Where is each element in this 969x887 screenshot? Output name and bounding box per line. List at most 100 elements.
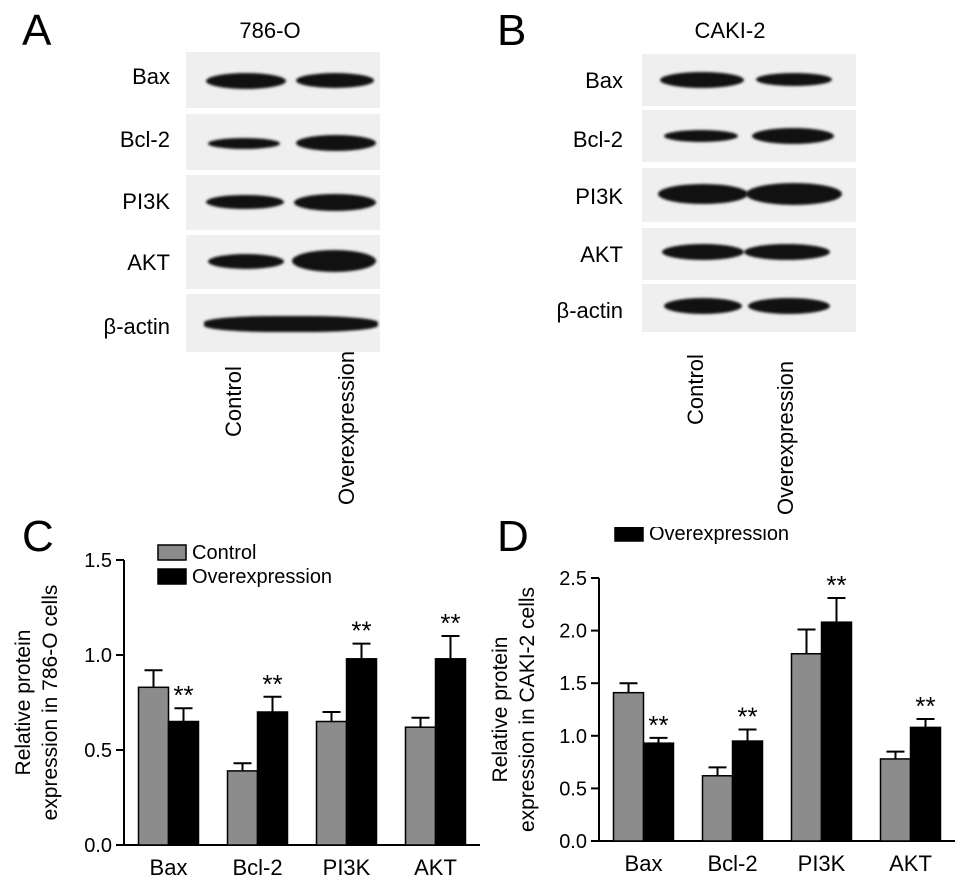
band-control — [206, 195, 284, 209]
band-overexpression — [748, 298, 830, 314]
blot-strip-pi3k — [186, 175, 380, 230]
bar-overexpression — [345, 658, 378, 846]
y-tick-label: 0.5 — [559, 778, 587, 800]
bar-control — [790, 652, 823, 842]
bar-control — [612, 691, 645, 842]
panel-letter-d: D — [497, 512, 529, 561]
legend-label: Control — [192, 542, 256, 564]
band-overexpression — [746, 183, 842, 205]
x-tick-label: Bcl-2 — [232, 855, 282, 880]
blot-strip-bcl2 — [186, 114, 380, 170]
legend-label: Overexpression — [192, 566, 332, 588]
bar-overexpression — [731, 740, 764, 842]
significance-marker: ** — [440, 608, 460, 638]
band-overexpression — [292, 250, 376, 272]
bar-overexpression — [434, 658, 467, 846]
band-label-beta-actin: β-actin — [556, 298, 623, 323]
y-tick-label: 2.0 — [559, 621, 587, 643]
y-axis-label: Relative protein — [489, 637, 512, 783]
y-axis-label: Relative protein — [12, 630, 35, 776]
blot-strip-pi3k — [642, 168, 856, 222]
y-tick-label: 2.5 — [559, 568, 587, 590]
band-overexpression — [752, 128, 834, 144]
y-axis-label: expression in 786-O cells — [39, 585, 62, 821]
legend-swatch-overexpression — [614, 527, 644, 542]
lane-label-overexpression: Overexpression — [334, 350, 359, 505]
y-tick-label: 1.0 — [84, 645, 112, 667]
y-tick-label: 0.0 — [84, 835, 112, 857]
panel-letter-b: B — [497, 6, 527, 55]
lane-label-overexpression: Overexpression — [773, 360, 798, 515]
x-tick-label: PI3K — [323, 855, 371, 880]
band-label-bcl2: Bcl-2 — [119, 127, 170, 152]
band-control — [660, 72, 744, 88]
blot-strip-akt — [642, 228, 856, 280]
band-overexpression — [294, 194, 376, 211]
bar-control — [701, 775, 734, 842]
bar-control — [879, 758, 912, 842]
y-tick-label: 0.5 — [84, 740, 112, 762]
band-label-bax: Bax — [132, 64, 170, 89]
y-tick-label: 1.0 — [559, 726, 587, 748]
band-label-bcl2: Bcl-2 — [572, 127, 623, 152]
band-control — [208, 254, 284, 269]
legend-label: Overexpression — [649, 527, 789, 545]
y-tick-label: 1.5 — [559, 673, 587, 695]
significance-marker: ** — [737, 701, 757, 731]
band-control — [662, 244, 744, 260]
significance-marker: ** — [915, 691, 935, 721]
panel-letter-c: C — [22, 512, 54, 561]
band-label-akt: AKT — [580, 242, 623, 267]
legend-swatch-overexpression — [157, 568, 187, 585]
lane-label-control: Control — [683, 354, 708, 425]
legend-swatch-control — [157, 544, 187, 561]
bar-chart-786o: 0.0 0.5 1.0 1.5 Relative protein expression i… — [12, 542, 480, 880]
band-control — [658, 184, 748, 204]
lane-label-control: Control — [221, 366, 246, 437]
bar-control — [137, 686, 170, 846]
blot-strip-beta-actin — [186, 294, 380, 352]
band-both-lanes — [204, 316, 378, 332]
significance-marker: ** — [826, 570, 846, 600]
band-label-beta-actin: β-actin — [103, 314, 170, 339]
band-overexpression — [744, 244, 830, 260]
significance-marker: ** — [648, 710, 668, 740]
x-tick-label: Bcl-2 — [707, 851, 757, 876]
bar-chart-caki2: 0.0 0.5 1.0 1.5 2.0 2.5 Relative protein expres… — [489, 527, 955, 876]
y-tick-label: 1.5 — [84, 550, 112, 572]
x-tick-label: AKT — [889, 851, 932, 876]
blot-title-786o: 786-O — [239, 18, 301, 43]
panel-letter-a: A — [22, 6, 52, 55]
bar-overexpression — [820, 621, 853, 842]
blot-strip-bcl2 — [642, 110, 856, 162]
band-label-akt: AKT — [127, 250, 170, 275]
blot-strip-akt — [186, 235, 380, 289]
bar-control — [404, 726, 437, 846]
bar-control — [226, 770, 259, 846]
y-axis-label: expression in CAKI-2 cells — [516, 587, 539, 832]
blot-title-caki2: CAKI-2 — [694, 18, 766, 43]
blot-strip-bax — [642, 54, 856, 106]
blot-strip-bax — [186, 52, 380, 108]
x-tick-label: Bax — [625, 851, 663, 876]
band-control — [664, 298, 742, 314]
bar-overexpression — [167, 720, 200, 846]
blot-strip-beta-actin — [642, 284, 856, 332]
band-control — [206, 73, 286, 89]
band-control — [664, 130, 738, 142]
band-control — [208, 138, 280, 149]
band-overexpression — [296, 135, 376, 151]
significance-marker: ** — [173, 680, 193, 710]
bar-overexpression — [909, 726, 942, 842]
bar-overexpression — [642, 742, 675, 842]
significance-marker: ** — [351, 616, 371, 646]
band-label-pi3k: PI3K — [122, 189, 170, 214]
y-tick-label: 0.0 — [559, 831, 587, 853]
bar-control — [315, 720, 348, 846]
band-label-pi3k: PI3K — [575, 184, 623, 209]
band-overexpression — [756, 73, 832, 86]
x-tick-label: Bax — [150, 855, 188, 880]
x-tick-label: PI3K — [798, 851, 846, 876]
bar-overexpression — [256, 711, 289, 846]
band-overexpression — [296, 73, 374, 88]
